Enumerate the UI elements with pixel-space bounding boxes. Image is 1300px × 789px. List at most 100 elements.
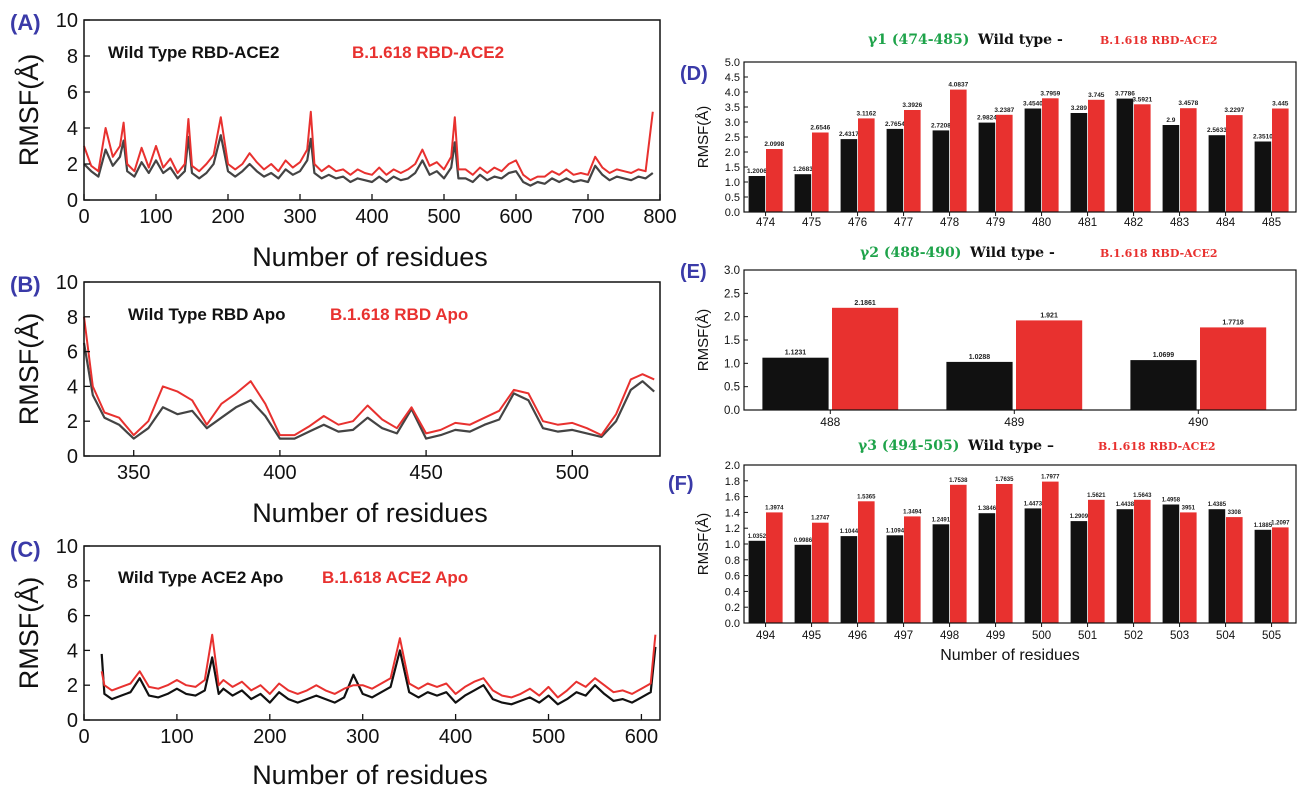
bar-value-label: 0.9986 [794,538,813,544]
panel-e: (E) γ2 (488-490) Wild type - B.1.618 RBD-AC… [680,245,1297,429]
x-axis-label: Number of residues [252,760,488,789]
category-label: 478 [940,217,959,229]
bar-mutant [1134,104,1151,212]
x-tick-label: 200 [211,206,244,228]
y-tick-label: 0.5 [725,192,740,204]
y-tick-label: 0.5 [724,382,740,394]
bar-value-label: 3.745 [1088,92,1105,99]
x-axis-label: Number of residues [940,647,1080,664]
bar-wild [932,524,950,624]
bar-value-label: 1.2006 [747,168,767,175]
bar-wild [932,130,950,212]
bar-mutant [1134,499,1151,623]
y-tick-label: 6 [67,606,78,628]
y-tick-label: 10 [56,536,78,558]
bar-value-label: 2.3510 [1253,134,1273,141]
title-mutant: B.1.618 RBD-ACE2 [1100,34,1217,47]
category-label: 484 [1216,217,1236,229]
bar-wild [978,513,996,623]
x-tick-label: 600 [499,206,532,228]
panel-label: (E) [680,261,707,283]
panel-b: (B) 0 2 4 6 8 10 350 400 450 500 RMSF(Å) Number of r… [10,272,661,528]
bar-mutant [1200,327,1267,410]
bar-mutant [1226,115,1243,212]
y-tick-label: 10 [56,272,78,294]
y-tick-label: 1.0 [725,539,740,551]
y-tick-label: 0.2 [725,602,740,614]
category-label: 503 [1170,630,1189,642]
y-tick-label: 8 [67,571,78,593]
bar-value-label: 2.0998 [764,141,784,148]
bar-value-label: 2.5633 [1207,127,1227,134]
x-tick-label: 350 [117,462,150,484]
bar-mutant [1088,499,1105,623]
bar-wild [1254,141,1272,212]
x-tick-label: 300 [346,726,379,748]
bar-value-label: 1.2747 [811,516,830,522]
y-axis-label: RMSF(Å) [695,309,712,372]
y-tick-label: 10 [56,10,78,32]
bar-value-label: 2.7654 [885,121,905,128]
bar-value-label: 3.3926 [902,102,922,109]
y-tick-label: 0.0 [725,618,740,630]
bar-value-label: 1.5643 [1133,493,1152,499]
title-wild-type: Wild type – [967,438,1054,454]
x-axis-label: Number of residues [252,242,488,272]
bar-value-label: 2.9 [1166,117,1175,124]
bar-value-label: 2.6546 [810,125,830,132]
y-tick-label: 1.5 [725,162,740,174]
bar-value-label: 3951 [1182,505,1196,511]
bar-value-label: 1.7718 [1222,319,1244,326]
y-tick-label: 4.0 [725,87,740,99]
bar-value-label: 1.1094 [886,528,905,534]
bar-mutant [1016,320,1083,410]
legend-entry-wild: Wild Type RBD-ACE2 [108,43,279,62]
y-axis-label: RMSF(Å) [13,313,44,425]
y-tick-label: 1.6 [725,492,740,504]
y-tick-label: 0.8 [725,555,740,567]
y-tick-label: 4 [67,376,78,398]
bar-wild [1162,125,1180,212]
bar-mutant [766,512,783,623]
x-tick-label: 700 [571,206,604,228]
category-label: 502 [1124,630,1143,642]
bar-value-label: 1.2097 [1271,520,1290,526]
bar-mutant [1180,108,1197,212]
bar-mutant [1272,527,1289,623]
bar-value-label: 3.2387 [994,107,1014,114]
bar-value-label: 1.2909 [1070,514,1089,520]
bar-wild [886,128,904,212]
bar-mutant [904,110,921,212]
y-tick-label: 3.0 [725,117,740,129]
bar-wild [1024,508,1042,623]
bar-wild [748,540,766,623]
title-wild-type: Wild type - [969,245,1055,261]
y-tick-label: 6 [67,82,78,104]
category-label: 479 [986,217,1005,229]
category-label: 482 [1124,217,1143,229]
legend-entry-wild: Wild Type RBD Apo [128,305,286,324]
y-tick-label: 1.8 [725,476,740,488]
y-tick-label: 0.0 [724,405,740,417]
bar-wild [886,535,904,623]
bar-wild [1162,504,1180,623]
category-label: 500 [1032,630,1051,642]
title-gamma-region: γ2 (488-490) [860,245,961,261]
category-label: 485 [1262,217,1281,229]
bar-value-label: 1.921 [1040,312,1058,319]
x-axis-label: Number of residues [252,498,488,528]
y-tick-label: 1.5 [724,335,740,347]
category-label: 481 [1078,217,1097,229]
y-tick-label: 0.6 [725,571,740,583]
category-label: 494 [756,630,776,642]
bar-value-label: 2.4317 [839,131,859,138]
panel-label: (D) [680,63,708,85]
bar-value-label: 3.2297 [1224,107,1244,114]
bar-value-label: 1.2683 [793,166,813,173]
y-tick-label: 2 [67,411,78,433]
bar-mutant [996,114,1013,212]
bar-mutant [766,149,783,212]
bar-value-label: 1.1885 [1254,523,1273,529]
bar-value-label: 1.4473 [1024,501,1043,507]
